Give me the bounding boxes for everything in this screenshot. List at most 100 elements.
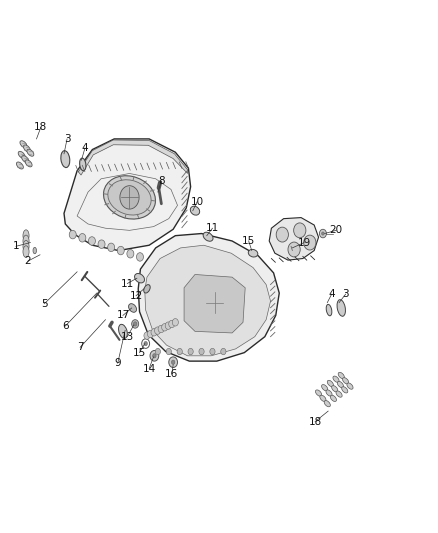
Text: 6: 6 — [62, 321, 69, 331]
Circle shape — [177, 349, 182, 355]
Ellipse shape — [191, 279, 239, 327]
Text: 18: 18 — [308, 417, 321, 427]
Ellipse shape — [203, 232, 213, 241]
Text: 9: 9 — [114, 358, 121, 368]
Circle shape — [276, 227, 288, 242]
Circle shape — [169, 320, 175, 328]
Ellipse shape — [23, 235, 29, 247]
Text: 15: 15 — [133, 348, 146, 358]
Circle shape — [169, 357, 177, 368]
Ellipse shape — [332, 386, 338, 392]
Circle shape — [221, 349, 226, 355]
Circle shape — [137, 253, 144, 261]
Circle shape — [151, 328, 157, 336]
Text: 3: 3 — [343, 289, 349, 299]
Ellipse shape — [18, 151, 25, 158]
Ellipse shape — [17, 162, 23, 169]
Polygon shape — [138, 233, 279, 361]
Circle shape — [150, 351, 159, 361]
Ellipse shape — [144, 285, 150, 293]
Ellipse shape — [23, 240, 29, 252]
Ellipse shape — [80, 158, 86, 171]
Ellipse shape — [23, 230, 29, 241]
Ellipse shape — [327, 381, 333, 386]
Circle shape — [152, 354, 156, 358]
Ellipse shape — [20, 141, 27, 148]
Ellipse shape — [324, 400, 330, 407]
Text: 5: 5 — [41, 298, 48, 309]
Ellipse shape — [330, 395, 336, 401]
Ellipse shape — [342, 387, 348, 393]
Circle shape — [201, 287, 228, 319]
Circle shape — [98, 240, 105, 248]
Polygon shape — [269, 217, 318, 260]
Ellipse shape — [33, 247, 36, 254]
Text: 4: 4 — [328, 289, 335, 299]
Circle shape — [155, 349, 160, 355]
Circle shape — [155, 327, 161, 334]
Circle shape — [210, 349, 215, 355]
Circle shape — [199, 349, 204, 355]
Ellipse shape — [134, 273, 145, 283]
Text: 4: 4 — [81, 143, 88, 153]
Text: 14: 14 — [142, 364, 156, 374]
Ellipse shape — [337, 300, 346, 316]
Circle shape — [88, 237, 95, 245]
Ellipse shape — [108, 180, 151, 215]
Polygon shape — [184, 274, 245, 333]
Polygon shape — [78, 140, 187, 175]
Ellipse shape — [343, 378, 349, 384]
Circle shape — [162, 324, 168, 331]
Circle shape — [132, 320, 139, 328]
Circle shape — [321, 232, 324, 235]
Polygon shape — [145, 245, 271, 356]
Text: 10: 10 — [191, 197, 204, 207]
Text: 11: 11 — [121, 279, 134, 288]
Ellipse shape — [27, 149, 34, 156]
Circle shape — [304, 235, 316, 250]
Ellipse shape — [129, 304, 137, 312]
Ellipse shape — [22, 156, 28, 163]
Text: 15: 15 — [242, 236, 255, 246]
Ellipse shape — [320, 395, 326, 401]
Ellipse shape — [338, 373, 344, 378]
Text: 20: 20 — [329, 225, 343, 236]
Ellipse shape — [326, 304, 332, 316]
Circle shape — [171, 360, 175, 365]
Ellipse shape — [25, 160, 32, 167]
Text: 3: 3 — [64, 134, 71, 144]
Circle shape — [127, 249, 134, 258]
Ellipse shape — [24, 145, 30, 152]
Text: 7: 7 — [77, 342, 84, 352]
Circle shape — [69, 230, 76, 239]
Circle shape — [188, 349, 193, 355]
Polygon shape — [64, 139, 191, 251]
Circle shape — [144, 332, 150, 340]
Ellipse shape — [347, 383, 353, 389]
Circle shape — [319, 229, 326, 238]
Circle shape — [108, 243, 115, 252]
Text: 16: 16 — [165, 369, 178, 379]
Circle shape — [158, 325, 164, 333]
Text: 13: 13 — [121, 332, 134, 342]
Text: 2: 2 — [25, 256, 31, 266]
Text: 19: 19 — [297, 238, 311, 247]
Ellipse shape — [23, 246, 29, 257]
Circle shape — [79, 233, 86, 242]
Circle shape — [117, 246, 124, 255]
Ellipse shape — [321, 385, 328, 391]
Ellipse shape — [191, 206, 200, 215]
Text: 11: 11 — [206, 223, 219, 233]
Ellipse shape — [315, 390, 321, 396]
Circle shape — [148, 330, 154, 338]
Text: 1: 1 — [13, 241, 19, 251]
Circle shape — [288, 242, 300, 257]
Circle shape — [172, 319, 178, 326]
Circle shape — [165, 322, 171, 329]
Circle shape — [166, 349, 171, 355]
Ellipse shape — [336, 391, 342, 397]
Ellipse shape — [326, 390, 332, 396]
Text: 17: 17 — [117, 310, 130, 320]
Text: 18: 18 — [34, 122, 47, 132]
Circle shape — [120, 185, 139, 209]
